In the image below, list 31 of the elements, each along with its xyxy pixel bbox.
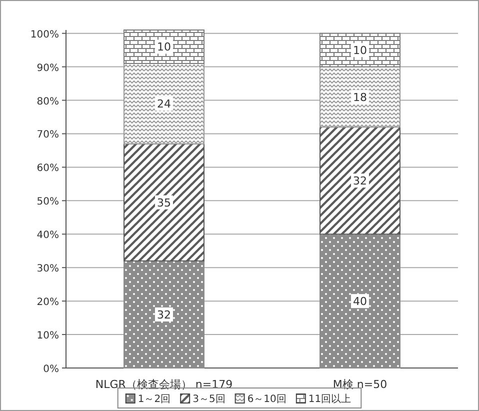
data-label: 35	[157, 196, 171, 210]
data-label: 10	[353, 44, 367, 58]
data-label: 18	[353, 90, 367, 104]
bar	[320, 126, 400, 235]
bar	[320, 234, 400, 368]
y-tick-label: 0%	[43, 364, 59, 375]
data-label: 10	[157, 40, 171, 54]
bar	[124, 62, 204, 144]
y-tick-label: 80%	[36, 96, 59, 108]
bar	[124, 260, 204, 368]
y-tick-label: 70%	[36, 130, 59, 141]
bar	[320, 32, 400, 68]
y-tick-label: 20%	[36, 297, 59, 308]
legend-label: 3～5回	[192, 394, 226, 405]
y-tick-label: 50%	[36, 196, 59, 208]
y-tick-label: 90%	[36, 62, 59, 74]
legend-label: 1～2回	[138, 394, 171, 405]
bar	[124, 30, 204, 64]
y-tick-label: 40%	[36, 230, 59, 242]
y-tick-label: 100%	[30, 29, 59, 40]
legend-label: 6～10回	[247, 394, 286, 405]
data-label: 32	[157, 308, 171, 322]
data-label: 24	[157, 98, 171, 111]
bar	[320, 66, 400, 128]
data-label: 32	[353, 174, 367, 188]
y-tick-label: 60%	[36, 163, 59, 174]
data-label: 40	[353, 295, 367, 308]
y-tick-label: 30%	[36, 264, 59, 275]
legend-label: 11回以上	[308, 393, 352, 405]
y-tick-label: 10%	[36, 330, 59, 342]
bar	[124, 143, 204, 262]
